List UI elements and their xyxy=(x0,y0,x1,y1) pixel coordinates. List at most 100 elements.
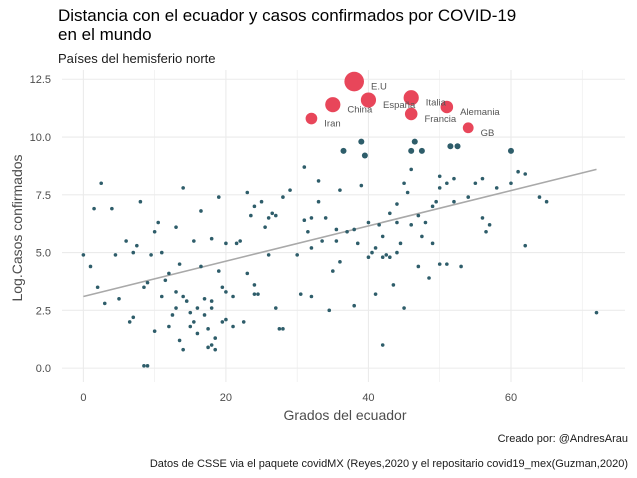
data-point xyxy=(149,253,153,257)
highlight-point xyxy=(344,71,364,92)
data-point xyxy=(452,199,456,204)
data-point xyxy=(195,331,200,336)
data-point xyxy=(334,239,339,243)
data-point xyxy=(224,241,228,246)
data-point xyxy=(266,216,271,220)
data-point xyxy=(437,186,442,190)
data-point xyxy=(402,181,406,186)
data-point xyxy=(135,243,139,248)
data-point xyxy=(430,204,435,209)
highlight-label: Alemania xyxy=(460,107,500,118)
data-point xyxy=(131,250,136,255)
data-point xyxy=(544,199,549,204)
data-point xyxy=(220,320,225,324)
data-point xyxy=(245,271,250,276)
data-point xyxy=(352,303,356,308)
data-point xyxy=(241,320,246,324)
data-point xyxy=(380,234,385,239)
data-point xyxy=(281,327,285,331)
data-point xyxy=(408,147,415,154)
data-point xyxy=(345,229,349,234)
data-point xyxy=(231,324,235,329)
data-point xyxy=(152,229,157,234)
data-point xyxy=(209,299,214,303)
data-point xyxy=(145,280,150,285)
data-point xyxy=(594,310,599,315)
data-point xyxy=(174,306,178,310)
data-point xyxy=(99,181,103,186)
highlight-label: E.U xyxy=(371,82,387,93)
data-point xyxy=(480,176,485,181)
highlight-label: Iran xyxy=(324,119,340,130)
data-point xyxy=(152,329,157,333)
data-point xyxy=(245,190,250,195)
data-point xyxy=(224,290,228,294)
data-point xyxy=(416,264,421,269)
data-point xyxy=(138,199,143,204)
data-point xyxy=(131,315,136,320)
x-axis-ticks: 0 20 40 60 xyxy=(80,392,517,404)
data-point xyxy=(388,211,392,216)
data-point xyxy=(320,239,324,243)
data-point xyxy=(124,239,128,243)
data-point xyxy=(445,262,449,266)
data-point xyxy=(316,199,321,204)
data-point xyxy=(487,223,492,227)
data-point xyxy=(494,186,499,190)
data-point xyxy=(177,338,182,343)
data-point xyxy=(338,188,342,192)
points-layer xyxy=(81,138,599,368)
y-tick-label: 10.0 xyxy=(30,132,51,144)
x-tick-label: 0 xyxy=(80,392,86,404)
x-tick-label: 20 xyxy=(220,392,232,404)
x-tick-label: 40 xyxy=(362,392,374,404)
data-point xyxy=(323,216,328,220)
data-point xyxy=(177,262,182,266)
data-point xyxy=(209,343,214,347)
y-axis-ticks: 0.0 2.5 5.0 7.5 10.0 12.5 xyxy=(30,74,51,375)
data-point xyxy=(113,253,118,257)
data-point xyxy=(167,271,171,276)
data-point xyxy=(358,138,365,145)
data-point xyxy=(377,223,381,227)
data-point xyxy=(391,283,396,287)
data-point xyxy=(202,313,207,317)
data-point xyxy=(306,229,310,234)
data-point xyxy=(127,320,132,324)
data-point xyxy=(231,294,235,299)
highlight-point xyxy=(360,92,377,108)
grid-lines xyxy=(62,70,625,382)
highlight-layer xyxy=(305,71,474,134)
data-point xyxy=(409,167,414,172)
x-tick-label: 60 xyxy=(505,392,517,404)
data-point xyxy=(480,216,485,220)
data-point xyxy=(281,195,285,199)
data-point xyxy=(273,306,278,310)
data-point xyxy=(434,199,438,204)
data-point xyxy=(184,299,189,303)
data-point xyxy=(366,255,371,259)
data-point xyxy=(216,195,221,199)
data-point xyxy=(170,313,175,317)
data-point xyxy=(411,138,418,145)
data-point xyxy=(206,327,210,331)
highlight-point xyxy=(403,90,419,106)
data-point xyxy=(209,306,214,310)
trend-line-layer xyxy=(83,168,597,298)
data-point xyxy=(402,306,406,310)
data-point xyxy=(95,285,100,290)
y-tick-label: 12.5 xyxy=(30,74,51,86)
x-axis-label: Grados del ecuador xyxy=(284,407,407,423)
data-point xyxy=(484,229,488,234)
data-point xyxy=(373,292,378,296)
data-point xyxy=(430,241,435,246)
data-point xyxy=(380,343,385,347)
highlight-label: España xyxy=(383,100,416,111)
data-point xyxy=(220,285,225,290)
data-point xyxy=(163,278,168,283)
data-point xyxy=(270,211,275,216)
y-tick-label: 0.0 xyxy=(36,363,51,375)
data-point xyxy=(395,250,399,255)
data-point xyxy=(188,310,193,315)
